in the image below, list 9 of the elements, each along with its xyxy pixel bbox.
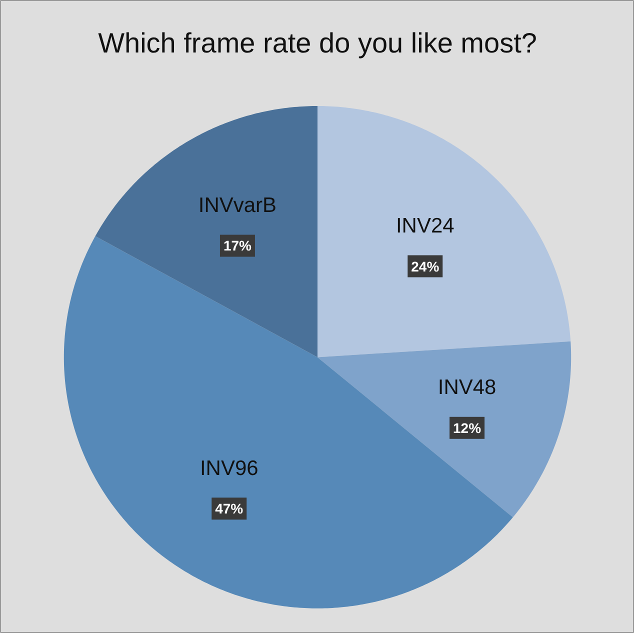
data-label: 47% — [215, 500, 244, 517]
chart-title: Which frame rate do you like most? — [98, 28, 537, 59]
slice-label: INV48 — [438, 376, 496, 400]
data-label: 24% — [411, 258, 440, 274]
slice-label: INV96 — [200, 456, 258, 480]
slice-label: INV24 — [396, 214, 455, 238]
data-label: 12% — [453, 420, 482, 436]
data-label: 17% — [223, 238, 252, 254]
slice-label: INVvarB — [198, 194, 277, 218]
